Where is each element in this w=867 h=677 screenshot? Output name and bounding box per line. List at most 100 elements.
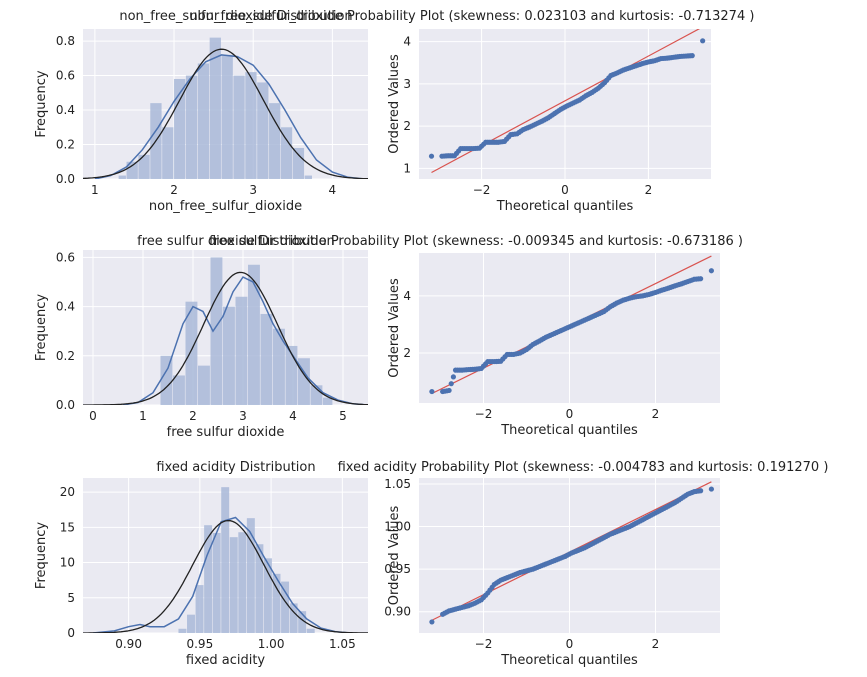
x-tick-label: 2	[645, 183, 653, 197]
y-tick-label: 1.05	[384, 477, 411, 491]
x-tick-label: 4	[329, 183, 337, 197]
histogram-bar	[269, 103, 281, 179]
histogram-bar	[126, 161, 138, 179]
x-tick-label: 2	[652, 407, 660, 421]
x-tick-label: 0	[566, 637, 574, 651]
plot-content	[83, 257, 368, 405]
histogram-bar	[298, 358, 310, 405]
x-tick-label: 1.00	[258, 637, 285, 651]
y-axis-label: Frequency	[34, 70, 49, 137]
kde-curve	[94, 54, 365, 179]
kde-curve	[122, 276, 368, 405]
histogram-bar	[292, 147, 305, 179]
histogram-bar	[185, 301, 198, 405]
x-tick-label: 0	[566, 407, 574, 421]
y-tick-label: 1.00	[384, 520, 411, 534]
x-axis-label: free sulfur dioxide	[167, 425, 285, 440]
x-tick-label: 3	[239, 409, 247, 423]
histogram-bar	[223, 306, 235, 405]
histogram-bar	[248, 264, 260, 405]
histogram-bar	[298, 611, 307, 633]
histogram-bar	[289, 603, 298, 633]
qq-point	[708, 268, 715, 274]
histogram-bar	[263, 558, 272, 633]
y-tick-label: 0.95	[384, 562, 411, 576]
plot-content	[83, 37, 368, 179]
y-tick-label: 2	[403, 119, 411, 133]
chart-title: fixed acidity Probability Plot (skewness…	[338, 460, 829, 475]
histogram-bar	[280, 127, 293, 179]
y-tick-label: 1	[403, 161, 411, 175]
y-tick-label: 3	[403, 77, 411, 91]
chart-3: 0 1 2 3 4 5 0.0 0.2 0.4 0.6 free sulfur dioxide Fre…	[34, 234, 368, 440]
x-tick-label: 0.90	[115, 637, 142, 651]
kde-curve	[92, 516, 350, 633]
qq-point	[700, 38, 706, 44]
chart-4: −2 0 2 2 4 Theoretical quantiles Ordered Value…	[209, 234, 743, 438]
qq-point	[698, 488, 704, 494]
histogram-bar	[210, 257, 223, 405]
y-tick-label: 4	[403, 35, 411, 49]
y-axis-label: Frequency	[34, 294, 49, 361]
x-axis-label: fixed acidity	[186, 653, 266, 668]
chart-title: fixed acidity Distribution	[156, 460, 315, 475]
histogram-bar	[187, 614, 195, 633]
chart-5: 0.90 0.95 1.00 1.05 0 5 10 15 20 fixed acidity Fre…	[34, 460, 368, 668]
y-tick-label: 0.2	[56, 349, 75, 363]
histogram-bar	[209, 37, 221, 179]
y-tick-label: 0.8	[56, 34, 75, 48]
normal-fit-curve	[83, 271, 368, 405]
histogram-bar	[304, 175, 312, 179]
y-tick-label: 0.90	[384, 605, 411, 619]
x-tick-label: 2	[189, 409, 197, 423]
x-tick-label: 0.95	[186, 637, 213, 651]
chart-title: non_free_sulfur_dioxide Distribution	[119, 9, 352, 24]
histogram-bar	[272, 573, 281, 633]
x-tick-label: 2	[652, 637, 660, 651]
histogram-bar	[198, 365, 210, 405]
normal-fit-curve	[83, 48, 368, 179]
histogram-bar	[221, 54, 233, 179]
histogram-bar	[255, 544, 264, 633]
histogram-bar	[285, 345, 298, 405]
histogram-bar	[238, 532, 247, 633]
x-axis-label: Theoretical quantiles	[496, 199, 634, 214]
y-tick-label: 4	[403, 289, 411, 303]
histogram-bar	[173, 375, 185, 405]
histogram-bar	[246, 518, 255, 633]
histogram-bar	[273, 328, 285, 405]
x-tick-label: 3	[249, 183, 257, 197]
y-tick-label: 0.6	[56, 250, 75, 264]
chart-title: non_free_sulfur_dioxide Probability Plot…	[190, 9, 755, 24]
y-tick-label: 0.4	[56, 103, 75, 117]
histogram-bar	[323, 397, 333, 405]
y-tick-label: 15	[60, 520, 75, 534]
chart-6: −2 0 2 0.90 0.95 1.00 1.05 Theoretical quantile…	[338, 460, 829, 668]
histogram-bar	[185, 75, 198, 179]
y-tick-label: 0	[67, 626, 75, 640]
chart-1: 1 2 3 4 0.0 0.2 0.4 0.6 0.8 non_free_sulfur_dioxi…	[34, 9, 368, 214]
qq-point	[429, 619, 435, 625]
qq-point	[429, 388, 435, 395]
qq-point	[689, 53, 695, 59]
x-axis-label: Theoretical quantiles	[500, 653, 638, 668]
y-axis-label: Ordered Values	[387, 506, 402, 606]
qq-point	[708, 486, 715, 492]
y-tick-label: 0.2	[56, 138, 75, 152]
histogram-bar	[138, 154, 150, 179]
qq-point	[698, 276, 704, 282]
x-tick-label: −2	[475, 407, 493, 421]
x-tick-label: 2	[170, 183, 178, 197]
y-axis-label: Frequency	[34, 522, 49, 589]
histogram-bar	[229, 537, 238, 633]
histogram-bar	[204, 525, 213, 633]
x-tick-label: −2	[475, 637, 493, 651]
y-tick-label: 20	[60, 485, 75, 499]
plot-content	[429, 255, 715, 395]
y-tick-label: 2	[403, 346, 411, 360]
y-tick-label: 0.4	[56, 300, 75, 314]
qq-point	[428, 153, 435, 159]
y-tick-label: 0.6	[56, 69, 75, 83]
